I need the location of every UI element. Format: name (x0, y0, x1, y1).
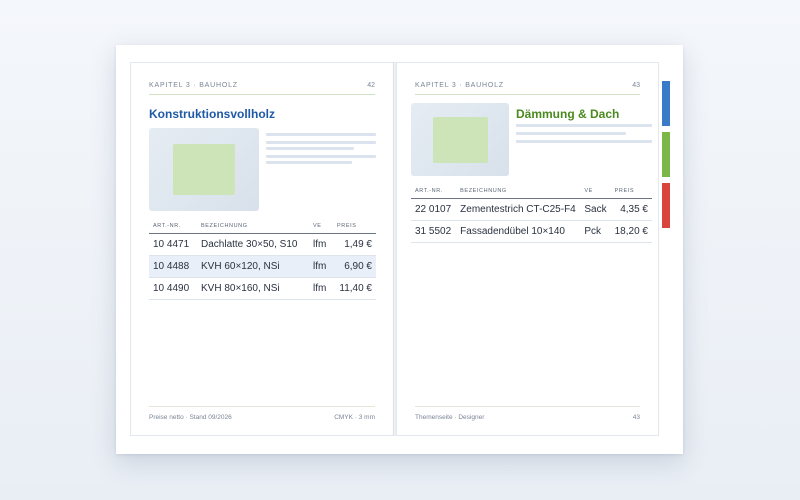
column-header-bezeichnung: BEZEICHNUNG (456, 184, 581, 199)
placeholder-text-line (516, 132, 626, 135)
left-image-content (173, 144, 235, 195)
cell-preis: 4,35 € (610, 198, 652, 221)
table-row-highlighted: 10 4488 KVH 60×120, NSi lfm 6,90 € (149, 255, 376, 278)
left-header-rule (149, 94, 375, 95)
cell-ve: lfm (309, 233, 333, 256)
cell-bezeichnung: Dachlatte 30×50, S10 (197, 233, 309, 256)
left-footer-spec: CMYK · 3 mm (334, 414, 375, 421)
cell-art-nr: 10 4490 (149, 277, 197, 300)
right-section-title: Dämmung & Dach (516, 107, 620, 121)
placeholder-text-line (516, 124, 652, 127)
left-price-table: ART.-NR. BEZEICHNUNG VE PREIS 10 4471 Da… (149, 219, 376, 300)
right-price-table: ART.-NR. BEZEICHNUNG VE PREIS 22 0107 Ze… (411, 184, 652, 243)
cell-art-nr: 31 5502 (411, 220, 457, 243)
left-section-title: Konstruktionsvollholz (149, 107, 275, 121)
cell-bezeichnung: KVH 60×120, NSi (197, 255, 309, 278)
right-header-rule (415, 94, 640, 95)
chapter-tab-blue[interactable] (662, 81, 670, 126)
placeholder-text-line (266, 147, 354, 150)
left-product-image (149, 128, 259, 211)
left-footer: Preise netto · Stand 09/2026 CMYK · 3 mm (149, 414, 375, 421)
cell-art-nr: 10 4488 (149, 255, 197, 278)
cell-ve: lfm (309, 277, 333, 300)
cell-ve: Sack (580, 198, 611, 221)
placeholder-text-line (266, 155, 376, 158)
left-footer-note: Preise netto · Stand 09/2026 (149, 414, 232, 421)
right-chapter-label: KAPITEL 3 · BAUHOLZ (415, 82, 504, 89)
placeholder-text-line (266, 133, 376, 136)
cell-bezeichnung: Zementestrich CT-C25-F4 (456, 198, 581, 221)
chapter-tab-red[interactable] (662, 183, 670, 228)
catalog-spread: KAPITEL 3 · BAUHOLZ 42 Konstruktionsvoll… (116, 45, 683, 454)
column-header-bezeichnung: BEZEICHNUNG (197, 219, 309, 234)
left-footer-rule (149, 406, 375, 407)
cell-preis: 1,49 € (333, 233, 376, 256)
placeholder-text-line (266, 141, 376, 144)
column-header-preis: PREIS (610, 184, 652, 199)
column-header-art-nr: ART.-NR. (149, 219, 197, 234)
left-running-head: KAPITEL 3 · BAUHOLZ 42 (149, 82, 375, 89)
table-header-row: ART.-NR. BEZEICHNUNG VE PREIS (149, 219, 376, 234)
column-header-art-nr: ART.-NR. (411, 184, 457, 199)
table-row: 22 0107 Zementestrich CT-C25-F4 Sack 4,3… (411, 198, 652, 221)
left-page-number: 42 (367, 82, 375, 89)
table-row: 10 4471 Dachlatte 30×50, S10 lfm 1,49 € (149, 233, 376, 256)
cell-bezeichnung: Fassadendübel 10×140 (456, 220, 581, 243)
cell-art-nr: 22 0107 (411, 198, 457, 221)
right-footer-rule (415, 406, 640, 407)
cell-art-nr: 10 4471 (149, 233, 197, 256)
right-footer-page-number: 43 (632, 414, 640, 421)
cell-bezeichnung: KVH 80×160, NSi (197, 277, 309, 300)
table-row: 31 5502 Fassadendübel 10×140 Pck 18,20 € (411, 220, 652, 243)
placeholder-text-line (266, 161, 352, 164)
right-running-head: KAPITEL 3 · BAUHOLZ 43 (415, 82, 640, 89)
right-page-number: 43 (632, 82, 640, 89)
left-page: KAPITEL 3 · BAUHOLZ 42 Konstruktionsvoll… (130, 62, 394, 436)
chapter-tab-green[interactable] (662, 132, 670, 177)
right-product-image (411, 103, 509, 176)
right-page: KAPITEL 3 · BAUHOLZ 43 Dämmung & Dach AR… (396, 62, 659, 436)
column-header-ve: VE (309, 219, 333, 234)
right-footer-note: Themenseite · Designer (415, 414, 485, 421)
cell-preis: 18,20 € (610, 220, 652, 243)
left-chapter-label: KAPITEL 3 · BAUHOLZ (149, 82, 238, 89)
cell-preis: 6,90 € (333, 255, 376, 278)
right-image-content (433, 117, 488, 163)
column-header-ve: VE (580, 184, 611, 199)
right-footer: Themenseite · Designer 43 (415, 414, 640, 421)
table-row: 10 4490 KVH 80×160, NSi lfm 11,40 € (149, 277, 376, 300)
cell-preis: 11,40 € (333, 277, 376, 300)
table-header-row: ART.-NR. BEZEICHNUNG VE PREIS (411, 184, 652, 199)
placeholder-text-line (516, 140, 652, 143)
cell-ve: lfm (309, 255, 333, 278)
column-header-preis: PREIS (333, 219, 376, 234)
cell-ve: Pck (580, 220, 611, 243)
